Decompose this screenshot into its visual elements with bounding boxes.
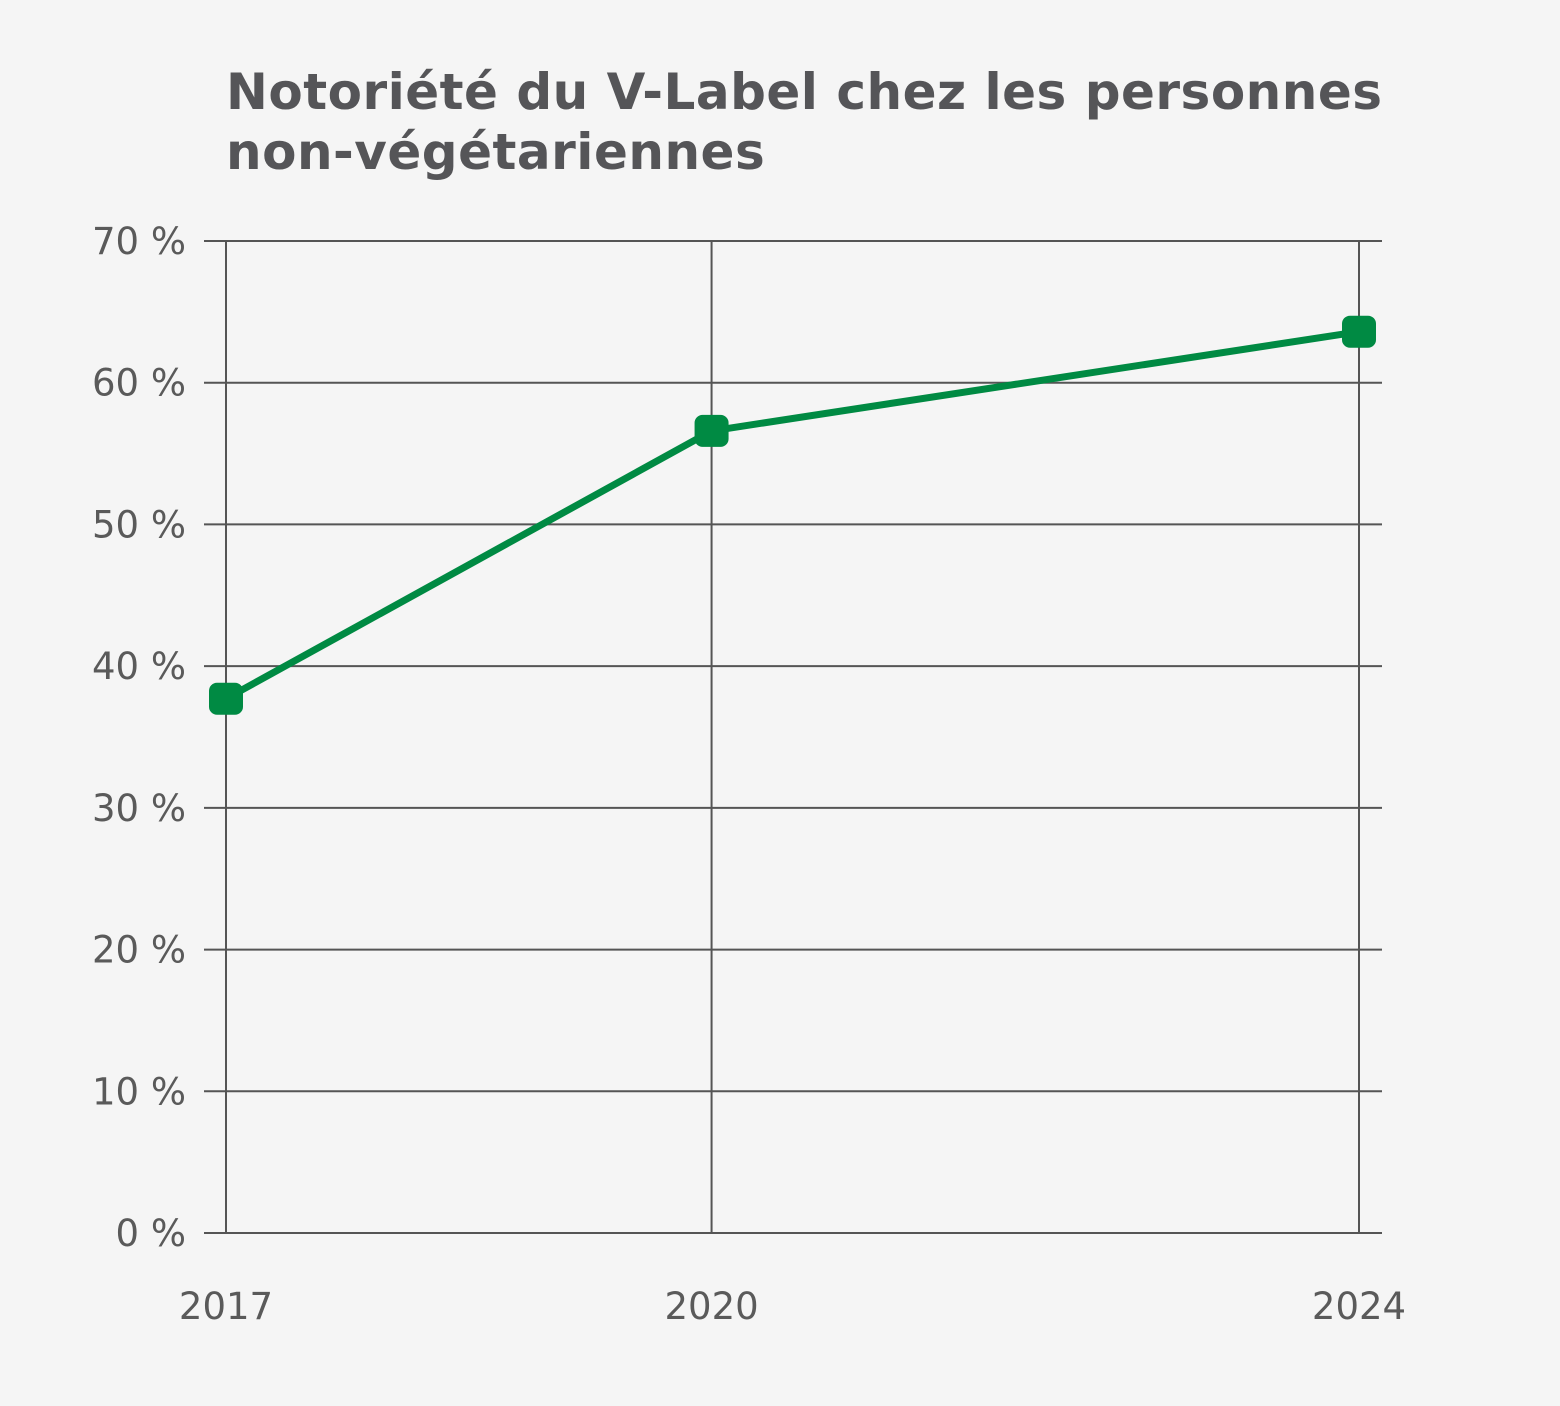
data-point-marker	[1342, 315, 1376, 348]
series-line	[222, 328, 1363, 703]
chart-title: Notoriété du V-Label chez les personnes …	[226, 63, 1383, 181]
y-tick-label: 40 %	[92, 645, 186, 688]
data-point-marker	[694, 414, 729, 447]
y-tick-label: 20 %	[92, 929, 186, 972]
x-tick-label: 2017	[179, 1285, 273, 1328]
data-point-marker	[209, 682, 243, 715]
x-tick-label: 2024	[1312, 1285, 1406, 1328]
x-tick-label: 2020	[664, 1285, 758, 1328]
y-tick-label: 50 %	[92, 503, 186, 546]
y-tick-label: 70 %	[92, 220, 186, 263]
y-tick-label: 60 %	[92, 362, 186, 405]
y-tick-label: 10 %	[92, 1070, 186, 1113]
y-tick-label: 0 %	[116, 1212, 186, 1255]
y-tick-label: 30 %	[92, 787, 186, 830]
